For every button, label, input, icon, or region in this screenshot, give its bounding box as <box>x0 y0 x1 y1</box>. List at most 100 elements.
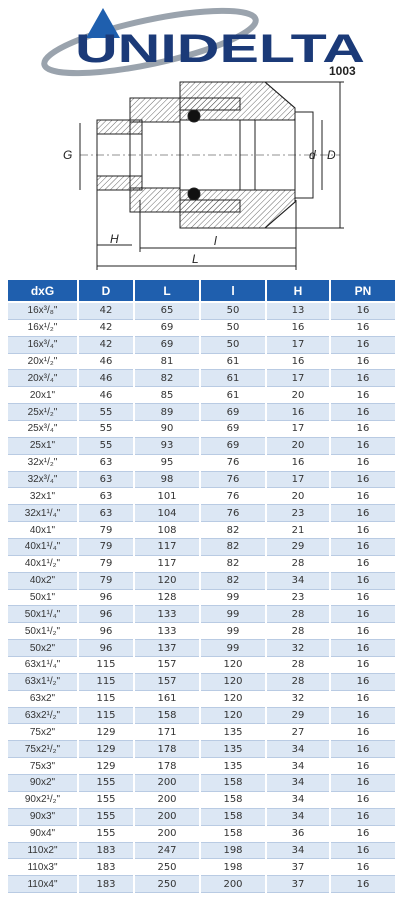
table-cell: 96 <box>79 623 133 641</box>
table-cell: 79 <box>79 572 133 590</box>
table-cell: 46 <box>79 387 133 405</box>
table-cell: 198 <box>201 842 265 860</box>
table-row: 75x3" 129 178 135 34 16 <box>8 758 395 776</box>
table-cell: 16 <box>331 673 395 691</box>
table-cell: 42 <box>79 336 133 354</box>
header-cell: D <box>79 280 133 301</box>
table-cell: 16 <box>331 691 395 708</box>
header-cell: dxG <box>8 280 77 301</box>
table-cell: 250 <box>135 859 199 877</box>
table-cell: 115 <box>79 691 133 708</box>
table-cell: 96 <box>79 640 133 658</box>
table-cell: 32 <box>267 691 329 708</box>
table-cell: 101 <box>135 488 199 506</box>
table-cell: 16 <box>331 471 395 489</box>
table-cell: 104 <box>135 505 199 523</box>
table-cell: 155 <box>79 775 133 792</box>
table-row: 90x3" 155 200 158 34 16 <box>8 808 395 826</box>
table-cell: 120 <box>201 707 265 725</box>
table-cell: 135 <box>201 741 265 759</box>
table-cell: 16 <box>331 404 395 422</box>
table-cell: 16 <box>331 336 395 354</box>
table-cell: 25x1" <box>8 437 77 455</box>
table-cell: 16 <box>331 859 395 877</box>
table-cell: 13 <box>267 303 329 320</box>
table-cell: 16 <box>331 640 395 658</box>
table-cell: 50 <box>201 320 265 337</box>
dim-label: H <box>110 232 119 246</box>
table-cell: 16x³/₄" <box>8 336 77 354</box>
table-cell: 82 <box>201 522 265 540</box>
table-cell: 128 <box>135 590 199 607</box>
table-cell: 37 <box>267 859 329 877</box>
table-row: 90x4" 155 200 158 36 16 <box>8 826 395 843</box>
table-cell: 20x1" <box>8 387 77 405</box>
table-cell: 90x2¹/₂" <box>8 792 77 809</box>
table-cell: 36 <box>267 826 329 843</box>
table-cell: 200 <box>135 808 199 826</box>
table-cell: 21 <box>267 522 329 540</box>
table-cell: 61 <box>201 354 265 371</box>
table-row: 75x2¹/₂" 129 178 135 34 16 <box>8 741 395 759</box>
logo-text: UNIDELTA <box>75 27 365 71</box>
table-cell: 250 <box>135 876 199 894</box>
table-cell: 183 <box>79 842 133 860</box>
table-cell: 50x2" <box>8 640 77 658</box>
table-cell: 17 <box>267 336 329 354</box>
table-cell: 17 <box>267 370 329 388</box>
table-cell: 69 <box>135 320 199 337</box>
table-cell: 110x2" <box>8 842 77 860</box>
table-cell: 16 <box>331 623 395 641</box>
table-cell: 90x4" <box>8 826 77 843</box>
table-row: 40x2" 79 120 82 34 16 <box>8 572 395 590</box>
table-cell: 20 <box>267 387 329 405</box>
table-cell: 16 <box>331 758 395 776</box>
table-cell: 133 <box>135 606 199 624</box>
table-row: 110x2" 183 247 198 34 16 <box>8 842 395 860</box>
table-cell: 55 <box>79 404 133 422</box>
header-cell: l <box>201 280 265 301</box>
table-cell: 34 <box>267 741 329 759</box>
dim-label: d <box>309 148 316 162</box>
table-cell: 16 <box>331 320 395 337</box>
table-cell: 16 <box>331 724 395 742</box>
table-cell: 198 <box>201 859 265 877</box>
table-cell: 115 <box>79 673 133 691</box>
table-cell: 32x¹/₂" <box>8 455 77 472</box>
table-cell: 76 <box>201 455 265 472</box>
table-row: 40x1¹/₄" 79 117 82 29 16 <box>8 539 395 556</box>
table-cell: 75x3" <box>8 758 77 776</box>
header-drawing: UNIDELTA 1003 G H <box>41 7 365 270</box>
table-cell: 183 <box>79 876 133 894</box>
table-cell: 16 <box>331 505 395 523</box>
table-row: 20x¹/₂" 46 81 61 16 16 <box>8 354 395 371</box>
table-cell: 16 <box>331 539 395 556</box>
table-cell: 157 <box>135 657 199 674</box>
table-cell: 117 <box>135 539 199 556</box>
table-cell: 25x³/₄" <box>8 421 77 438</box>
table-cell: 16 <box>331 488 395 506</box>
table-cell: 16x³/₈" <box>8 303 77 320</box>
table-cell: 50x1" <box>8 590 77 607</box>
table-cell: 16 <box>267 354 329 371</box>
table-cell: 120 <box>135 572 199 590</box>
table-cell: 69 <box>201 404 265 422</box>
table-row: 25x³/₄" 55 90 69 17 16 <box>8 421 395 438</box>
table-row: 20x³/₄" 46 82 61 17 16 <box>8 370 395 388</box>
table-cell: 16 <box>331 842 395 860</box>
table-cell: 76 <box>201 488 265 506</box>
table-cell: 34 <box>267 572 329 590</box>
table-cell: 155 <box>79 792 133 809</box>
logo-code: 1003 <box>329 64 356 78</box>
table-cell: 82 <box>201 556 265 573</box>
table-row: 32x1" 63 101 76 20 16 <box>8 488 395 506</box>
table-cell: 200 <box>201 876 265 894</box>
table-cell: 99 <box>201 606 265 624</box>
table-cell: 76 <box>201 471 265 489</box>
table-row: 50x1¹/₄" 96 133 99 28 16 <box>8 606 395 624</box>
table-cell: 40x2" <box>8 572 77 590</box>
table-cell: 178 <box>135 741 199 759</box>
